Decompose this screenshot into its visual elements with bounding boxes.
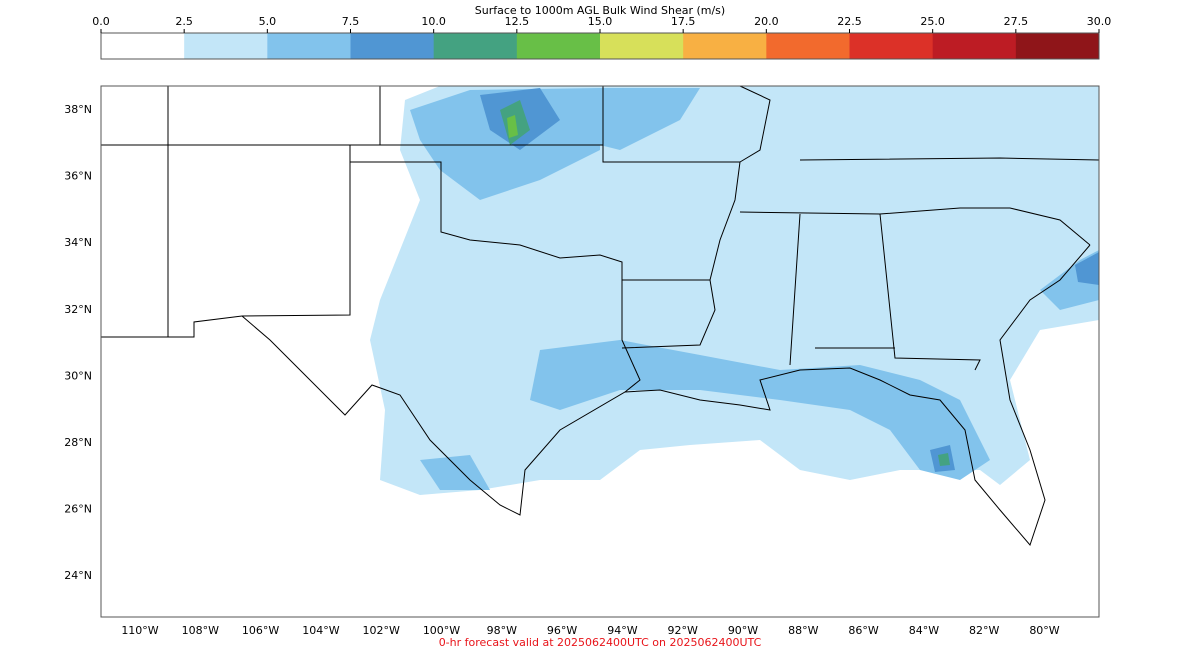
lat-label: 38°N bbox=[64, 103, 92, 116]
lon-label: 104°W bbox=[302, 624, 339, 637]
lon-label: 94°W bbox=[607, 624, 637, 637]
borders bbox=[101, 85, 1100, 546]
lon-label: 98°W bbox=[487, 624, 517, 637]
colorbar-swatch bbox=[1015, 33, 1100, 59]
colorbar-swatch bbox=[683, 33, 767, 59]
lat-label: 36°N bbox=[64, 170, 92, 183]
lat-label: 26°N bbox=[64, 503, 92, 516]
colorbar-swatch bbox=[849, 33, 934, 59]
lon-label: 88°W bbox=[788, 624, 818, 637]
colorbar-tick-label: 25.0 bbox=[920, 15, 945, 28]
colorbar-swatch bbox=[101, 33, 185, 59]
lon-label: 110°W bbox=[121, 624, 158, 637]
colorbar-tick-label: 2.5 bbox=[175, 15, 193, 28]
lon-label: 108°W bbox=[182, 624, 219, 637]
colorbar-tick-label: 7.5 bbox=[342, 15, 360, 28]
lat-label: 30°N bbox=[64, 369, 92, 382]
colorbar-tick-label: 12.5 bbox=[505, 15, 530, 28]
colorbar-tick-label: 20.0 bbox=[754, 15, 779, 28]
colorbar-swatch bbox=[516, 33, 601, 59]
map bbox=[100, 85, 1100, 618]
colorbar-swatch bbox=[766, 33, 850, 59]
colorbar-tick-label: 17.5 bbox=[671, 15, 696, 28]
lon-label: 80°W bbox=[1029, 624, 1059, 637]
colorbar-swatch bbox=[600, 33, 684, 59]
lon-label: 84°W bbox=[909, 624, 939, 637]
shading bbox=[370, 86, 1099, 495]
lat-label: 34°N bbox=[64, 236, 92, 249]
colorbar-tick-label: 30.0 bbox=[1087, 15, 1112, 28]
colorbar: 0.0 2.5 5.0 7.5 10.0 12.5 15.0 17.5 20.0 22.5 25.0… bbox=[92, 15, 1112, 60]
lat-label: 28°N bbox=[64, 436, 92, 449]
lon-label: 82°W bbox=[969, 624, 999, 637]
map-frame bbox=[100, 85, 1100, 618]
colorbar-swatch bbox=[433, 33, 518, 59]
colorbar-tick-label: 5.0 bbox=[259, 15, 277, 28]
lon-label: 106°W bbox=[242, 624, 279, 637]
lon-label: 102°W bbox=[363, 624, 400, 637]
colorbar-swatch bbox=[350, 33, 435, 59]
colorbar-swatch bbox=[184, 33, 268, 59]
colorbar-swatch bbox=[267, 33, 351, 59]
lat-label: 24°N bbox=[64, 569, 92, 582]
lon-label: 86°W bbox=[848, 624, 878, 637]
lat-label: 32°N bbox=[64, 303, 92, 316]
colorbar-tick-label: 0.0 bbox=[92, 15, 110, 28]
colorbar-tick-label: 15.0 bbox=[588, 15, 613, 28]
lon-label: 100°W bbox=[423, 624, 460, 637]
colorbar-tick-label: 10.0 bbox=[421, 15, 446, 28]
colorbar-title: Surface to 1000m AGL Bulk Wind Shear (m/… bbox=[475, 4, 725, 17]
lon-label: 96°W bbox=[547, 624, 577, 637]
lon-label: 92°W bbox=[668, 624, 698, 637]
colorbar-swatch bbox=[932, 33, 1017, 59]
lon-label: 90°W bbox=[728, 624, 758, 637]
colorbar-tick-label: 27.5 bbox=[1004, 15, 1029, 28]
footer: 0-hr forecast valid at 2025062400UTC on … bbox=[439, 636, 762, 649]
colorbar-tick-label: 22.5 bbox=[837, 15, 862, 28]
